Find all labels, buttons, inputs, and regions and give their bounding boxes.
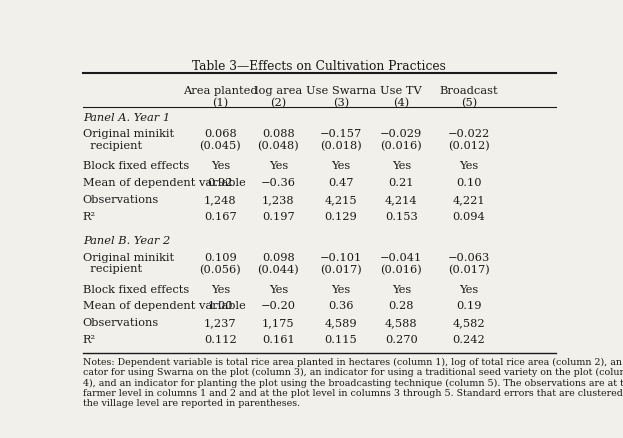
Text: Yes: Yes — [392, 161, 411, 171]
Text: 1,237: 1,237 — [204, 318, 237, 328]
Text: Block fixed effects: Block fixed effects — [83, 285, 189, 295]
Text: 0.115: 0.115 — [325, 335, 358, 345]
Text: 4,214: 4,214 — [385, 195, 417, 205]
Text: −0.36: −0.36 — [261, 178, 296, 188]
Text: Area planted
(1): Area planted (1) — [183, 86, 258, 108]
Text: 0.088
(0.048): 0.088 (0.048) — [257, 130, 299, 152]
Text: −0.029
(0.016): −0.029 (0.016) — [380, 130, 422, 152]
Text: Original minikit
  recipient: Original minikit recipient — [83, 253, 174, 275]
Text: −0.157
(0.018): −0.157 (0.018) — [320, 130, 362, 152]
Text: 0.19: 0.19 — [456, 301, 482, 311]
Text: Mean of dependent variable: Mean of dependent variable — [83, 301, 245, 311]
Text: 0.153: 0.153 — [385, 212, 418, 222]
Text: −0.041
(0.016): −0.041 (0.016) — [380, 253, 422, 275]
Text: 0.28: 0.28 — [389, 301, 414, 311]
Text: Use TV
(4): Use TV (4) — [381, 86, 422, 108]
Text: Yes: Yes — [459, 285, 478, 295]
Text: Observations: Observations — [83, 318, 159, 328]
Text: 0.242: 0.242 — [452, 335, 485, 345]
Text: 0.92: 0.92 — [207, 178, 233, 188]
Text: Use Swarna
(3): Use Swarna (3) — [306, 86, 376, 108]
Text: Mean of dependent variable: Mean of dependent variable — [83, 178, 245, 188]
Text: −0.20: −0.20 — [261, 301, 296, 311]
Text: 0.197: 0.197 — [262, 212, 295, 222]
Text: Broadcast
(5): Broadcast (5) — [440, 86, 498, 108]
Text: 0.068
(0.045): 0.068 (0.045) — [199, 130, 241, 152]
Text: 0.109
(0.056): 0.109 (0.056) — [199, 253, 241, 275]
Text: Original minikit
  recipient: Original minikit recipient — [83, 130, 174, 151]
Text: 0.112: 0.112 — [204, 335, 237, 345]
Text: 1,175: 1,175 — [262, 318, 295, 328]
Text: Yes: Yes — [459, 161, 478, 171]
Text: −0.022
(0.012): −0.022 (0.012) — [448, 130, 490, 152]
Text: 0.094: 0.094 — [452, 212, 485, 222]
Text: 1,248: 1,248 — [204, 195, 237, 205]
Text: Yes: Yes — [211, 161, 230, 171]
Text: 0.167: 0.167 — [204, 212, 237, 222]
Text: 0.129: 0.129 — [325, 212, 358, 222]
Text: Yes: Yes — [211, 285, 230, 295]
Text: −0.063
(0.017): −0.063 (0.017) — [448, 253, 490, 275]
Text: Block fixed effects: Block fixed effects — [83, 161, 189, 171]
Text: Panel A. Year 1: Panel A. Year 1 — [83, 113, 170, 123]
Text: Notes: Dependent variable is total rice area planted in hectares (column 1), log: Notes: Dependent variable is total rice … — [83, 357, 623, 409]
Text: Yes: Yes — [269, 285, 288, 295]
Text: 1,238: 1,238 — [262, 195, 295, 205]
Text: 0.098
(0.044): 0.098 (0.044) — [257, 253, 299, 275]
Text: 0.21: 0.21 — [389, 178, 414, 188]
Text: Observations: Observations — [83, 195, 159, 205]
Text: 0.161: 0.161 — [262, 335, 295, 345]
Text: 0.47: 0.47 — [328, 178, 354, 188]
Text: Panel B. Year 2: Panel B. Year 2 — [83, 236, 170, 246]
Text: 0.10: 0.10 — [456, 178, 482, 188]
Text: 4,215: 4,215 — [325, 195, 358, 205]
Text: Table 3—Effects on Cultivation Practices: Table 3—Effects on Cultivation Practices — [193, 60, 446, 73]
Text: Yes: Yes — [392, 285, 411, 295]
Text: R²: R² — [83, 212, 96, 222]
Text: 4,589: 4,589 — [325, 318, 358, 328]
Text: Yes: Yes — [269, 161, 288, 171]
Text: R²: R² — [83, 335, 96, 345]
Text: 0.36: 0.36 — [328, 301, 354, 311]
Text: −0.101
(0.017): −0.101 (0.017) — [320, 253, 362, 275]
Text: Yes: Yes — [331, 285, 351, 295]
Text: 1.00: 1.00 — [207, 301, 233, 311]
Text: 4,582: 4,582 — [453, 318, 485, 328]
Text: Yes: Yes — [331, 161, 351, 171]
Text: 4,588: 4,588 — [385, 318, 417, 328]
Text: 0.270: 0.270 — [385, 335, 418, 345]
Text: log area
(2): log area (2) — [255, 86, 302, 108]
Text: 4,221: 4,221 — [453, 195, 485, 205]
